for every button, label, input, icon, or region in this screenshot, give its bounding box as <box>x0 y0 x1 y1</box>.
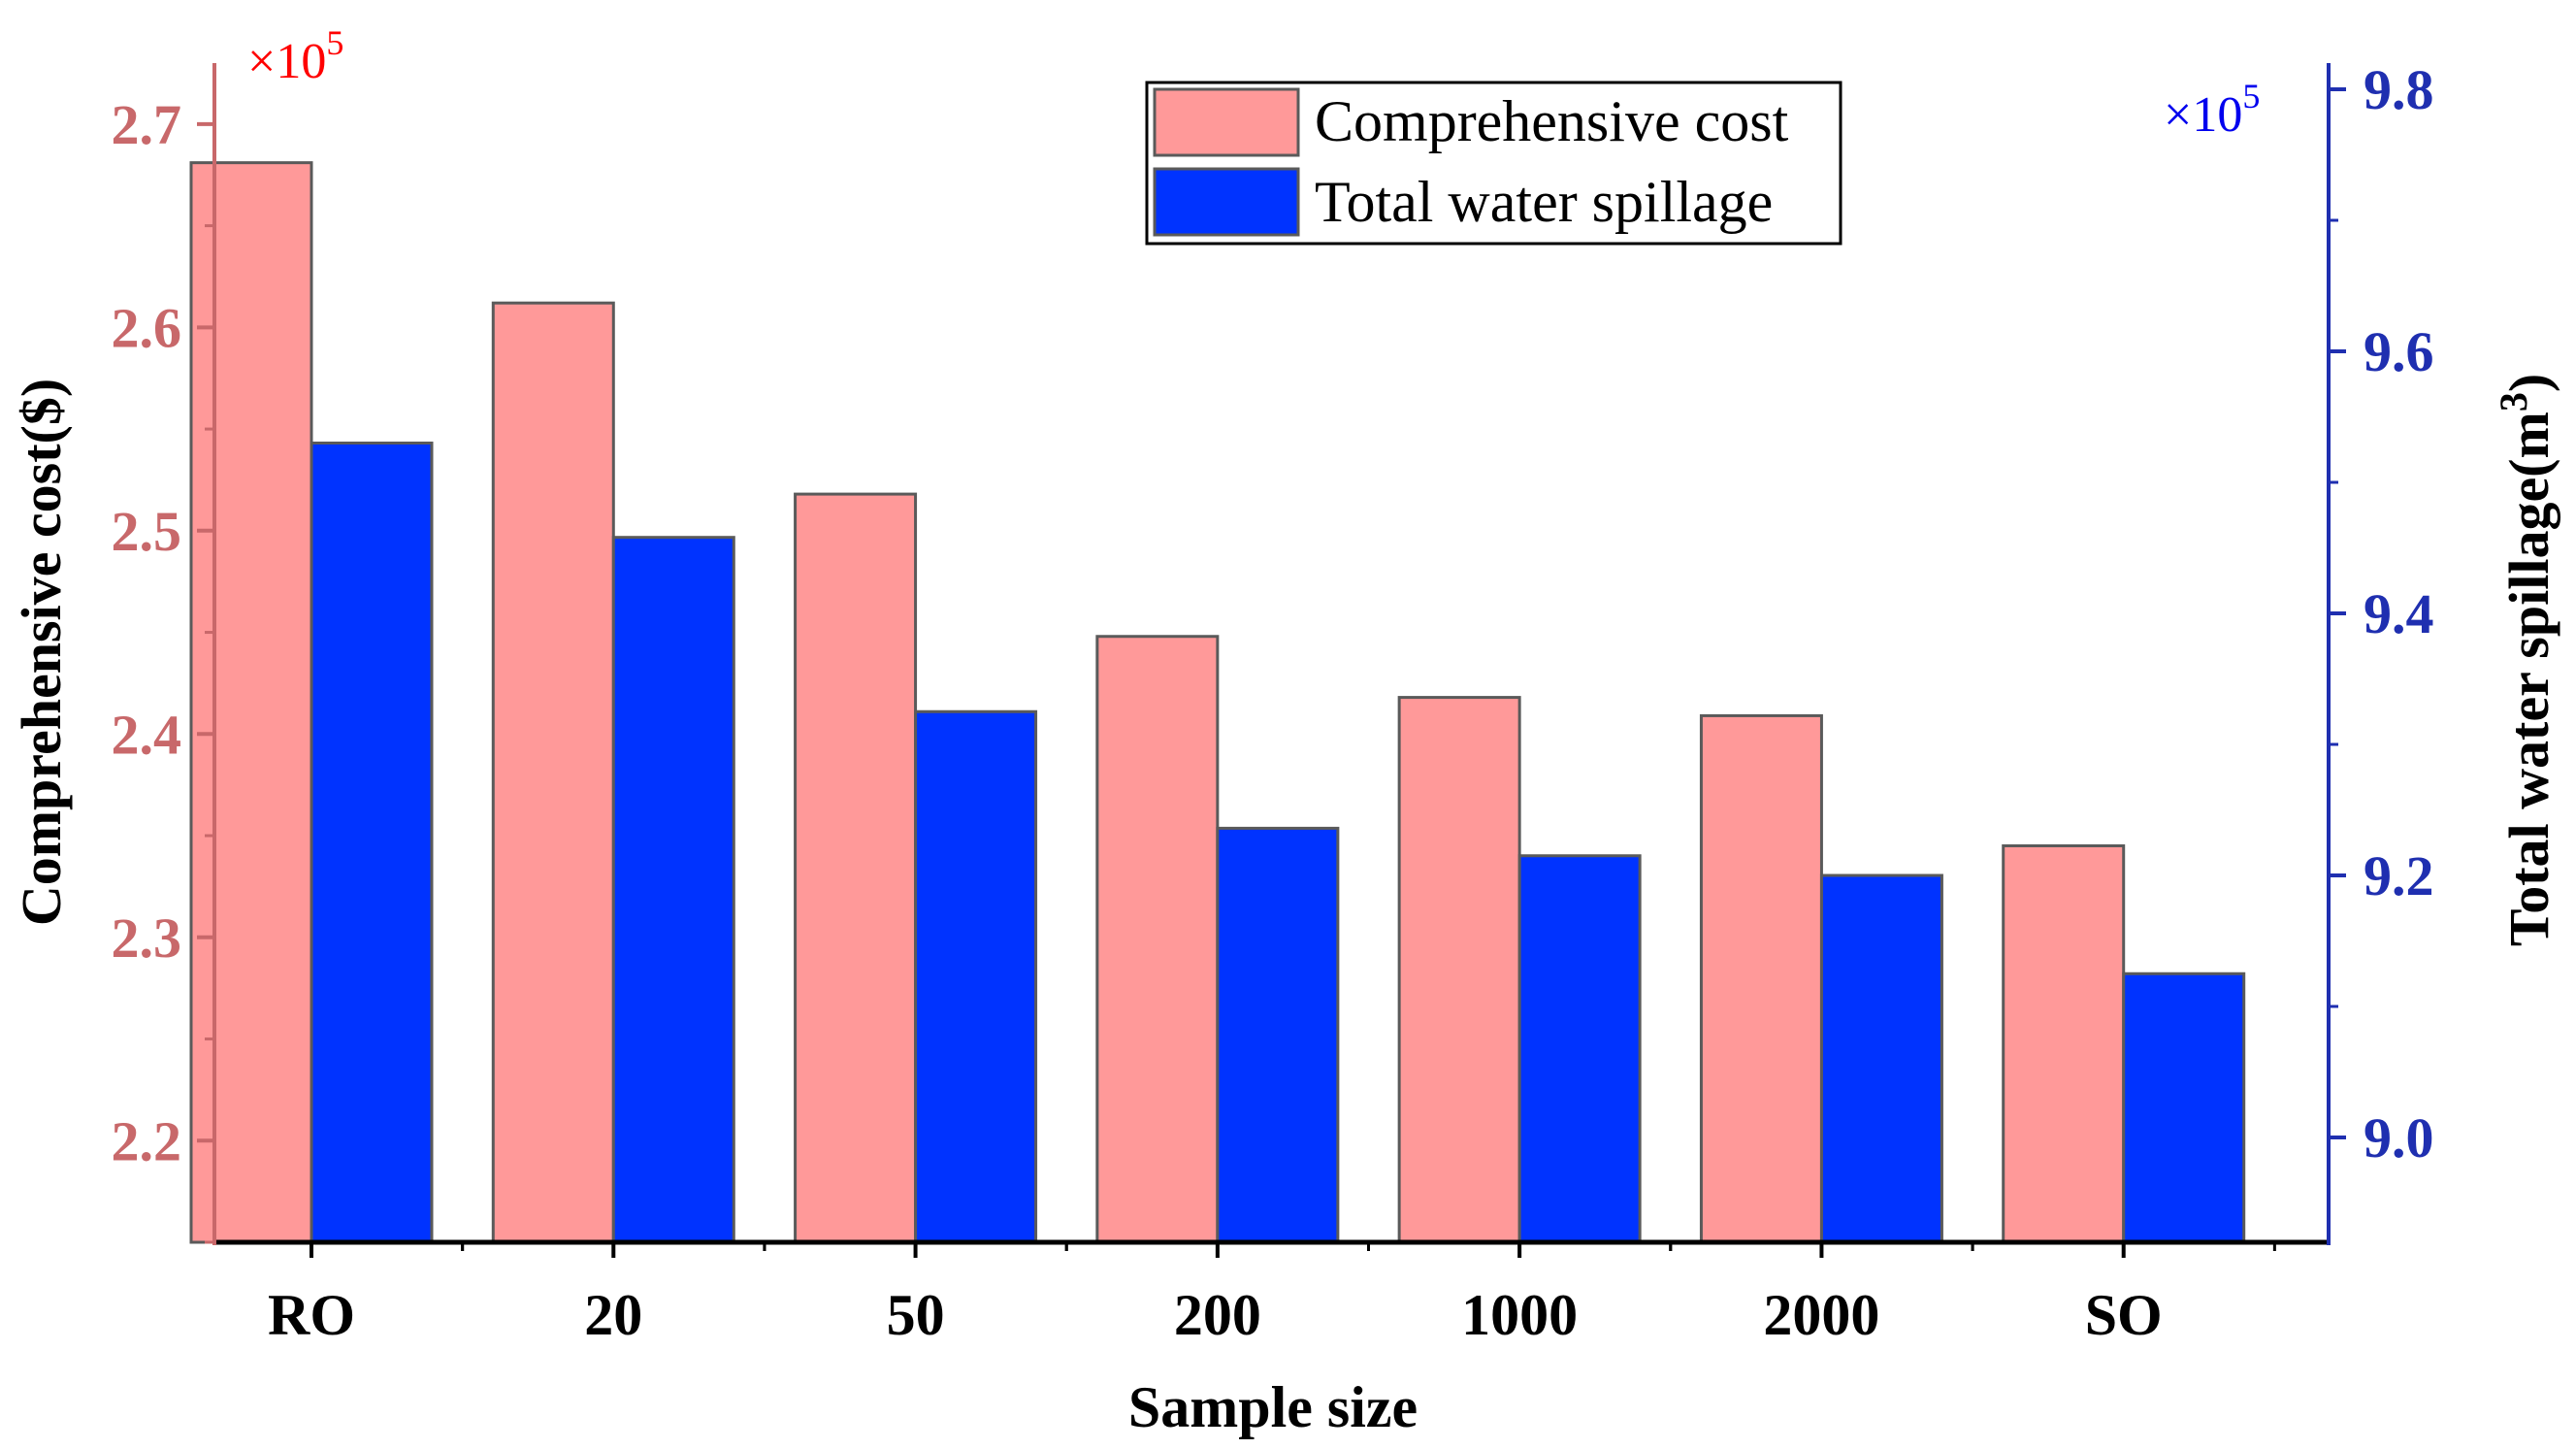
legend-swatch-comprehensive-cost <box>1153 87 1300 157</box>
right-multiplier-exp: 5 <box>2242 77 2260 115</box>
x-tick-label: RO <box>268 1283 355 1347</box>
left-y-ticks: 2.2 2.3 2.4 2.5 2.6 2.7 <box>112 93 214 1244</box>
right-y-axis-title-sup: 3 <box>2492 392 2535 412</box>
x-tick-label: 20 <box>584 1283 642 1347</box>
left-tick-label: 2.7 <box>112 93 182 156</box>
bar-comprehensive-cost-50 <box>794 492 918 1244</box>
right-axis-multiplier: ×105 <box>2164 77 2260 143</box>
left-axis-multiplier: ×105 <box>247 23 343 89</box>
bar-total-water-spillage-50 <box>914 709 1038 1244</box>
right-tick-label: 9.4 <box>2364 582 2434 645</box>
bar-comprehensive-cost-200 <box>1095 635 1220 1244</box>
bar-comprehensive-cost-1000 <box>1397 696 1521 1244</box>
left-multiplier-base: ×10 <box>247 34 326 89</box>
right-tick-label: 9.2 <box>2364 844 2434 907</box>
bar-total-water-spillage-SO <box>2122 971 2246 1244</box>
right-tick-label: 9.8 <box>2364 58 2434 121</box>
bar-comprehensive-cost-SO <box>2002 844 2126 1244</box>
right-y-axis-title: Total water spillage(m3) <box>2492 374 2560 946</box>
left-tick-label: 2.6 <box>112 296 182 359</box>
x-tick-label: 1000 <box>1461 1283 1578 1347</box>
left-tick-label: 2.3 <box>112 906 182 970</box>
bar-total-water-spillage-2000 <box>1819 873 1943 1244</box>
right-y-ticks: 9.0 9.2 9.4 9.6 9.8 <box>2329 58 2434 1169</box>
x-tick-label: 2000 <box>1763 1283 1879 1347</box>
bar-comprehensive-cost-20 <box>491 301 615 1244</box>
left-tick-label: 2.4 <box>112 703 182 766</box>
left-y-axis-title: Comprehensive cost($) <box>10 379 73 926</box>
x-tick-label: 50 <box>887 1283 945 1347</box>
legend-swatch-total-water-spillage <box>1153 167 1300 237</box>
bar-total-water-spillage-20 <box>611 536 735 1244</box>
right-y-axis-title-end: ) <box>2497 374 2560 392</box>
legend: Comprehensive cost Total water spillage <box>1145 81 1842 246</box>
legend-label-total-water-spillage: Total water spillage <box>1315 170 1773 234</box>
left-tick-label: 2.5 <box>112 500 182 563</box>
x-ticks: RO 20 50 200 1000 2000 SO <box>268 1242 2276 1347</box>
x-tick-label: 200 <box>1174 1283 1261 1347</box>
legend-label-comprehensive-cost: Comprehensive cost <box>1315 89 1789 153</box>
right-tick-label: 9.6 <box>2364 320 2434 383</box>
right-tick-label: 9.0 <box>2364 1106 2434 1169</box>
x-tick-label: SO <box>2085 1283 2163 1347</box>
bar-total-water-spillage-200 <box>1216 826 1340 1244</box>
bar-total-water-spillage-1000 <box>1517 854 1642 1244</box>
left-multiplier-exp: 5 <box>326 23 343 62</box>
bar-total-water-spillage-RO <box>310 442 434 1244</box>
right-multiplier-base: ×10 <box>2164 87 2242 143</box>
bars-layer <box>189 161 2246 1244</box>
bar-comprehensive-cost-2000 <box>1699 713 1823 1244</box>
right-y-axis-title-main: Total water spillage(m <box>2497 412 2560 946</box>
x-axis-title: Sample size <box>1128 1375 1418 1439</box>
left-tick-label: 2.2 <box>112 1109 182 1172</box>
bar-comprehensive-cost-RO <box>189 161 313 1244</box>
